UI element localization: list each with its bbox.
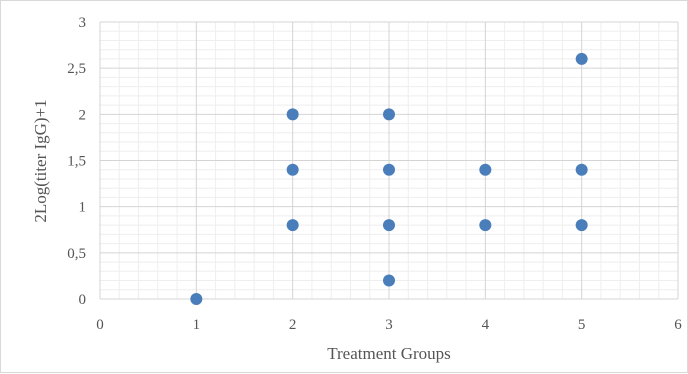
y-tick-label: 2: [79, 107, 87, 123]
data-point: [479, 219, 492, 232]
y-axis-title: 2Log(titer IgG)+1: [31, 99, 50, 222]
y-tick-labels: 0 0,5 1 1,5 2 2,5 3: [67, 15, 86, 308]
data-point: [286, 108, 299, 121]
x-tick-labels: 0 1 2 3 4 5 6: [96, 317, 682, 333]
y-tick-label: 1: [79, 200, 87, 216]
x-tick-label: 3: [385, 317, 393, 333]
x-tick-label: 1: [193, 317, 201, 333]
x-tick-label: 5: [578, 317, 586, 333]
y-tick-label: 0: [79, 292, 87, 308]
data-point: [383, 108, 395, 121]
data-point: [383, 219, 395, 232]
data-point: [575, 163, 588, 176]
y-tick-label: 2,5: [67, 61, 86, 77]
major-gridlines: [99, 21, 679, 300]
x-tick-label: 6: [674, 317, 682, 333]
data-point: [575, 219, 588, 232]
x-axis-title: Treatment Groups: [327, 344, 451, 363]
data-point: [575, 52, 588, 65]
x-tick-label: 2: [289, 317, 297, 333]
data-point: [286, 219, 299, 232]
data-point: [383, 274, 395, 287]
data-point: [479, 163, 492, 176]
x-tick-label: 4: [482, 317, 490, 333]
x-tick-label: 0: [96, 317, 104, 333]
y-tick-label: 1,5: [67, 154, 86, 170]
data-points: [190, 52, 588, 305]
data-point: [383, 163, 395, 176]
data-point: [190, 293, 203, 305]
y-tick-label: 0,5: [67, 246, 86, 262]
data-point: [286, 163, 299, 176]
y-tick-label: 3: [79, 15, 87, 31]
